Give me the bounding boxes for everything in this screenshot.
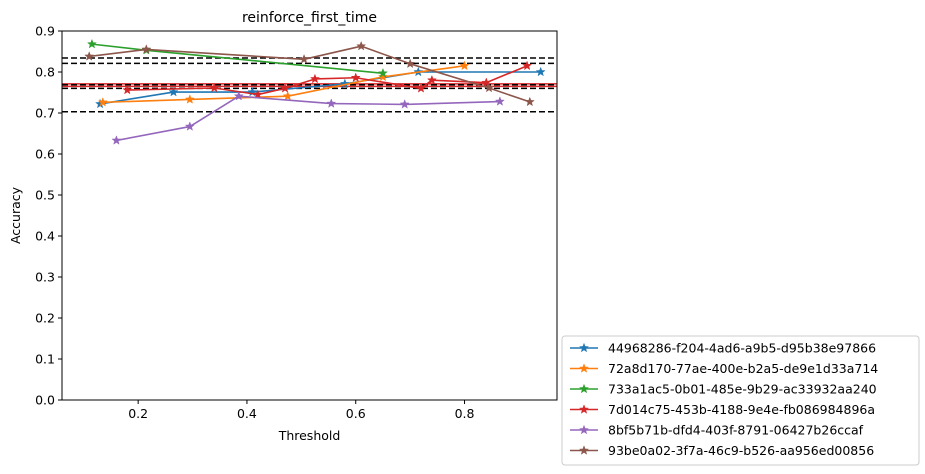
y-axis: 0.0 0.1 0.2 0.3 0.4 0.5 0.6 0.7 0.8 0.9: [35, 24, 62, 408]
legend-star-marker: [578, 383, 590, 394]
data-point-star: [459, 60, 470, 71]
data-point-star: [494, 96, 505, 106]
data-point-star: [252, 89, 263, 99]
legend-star-marker: [578, 363, 590, 373]
x-tick-label: 0.4: [237, 406, 257, 421]
legend-label: 72a8d170-77ae-400e-b2a5-de9e1d33a714: [608, 361, 878, 376]
legend: 44968286-f204-4ad6-a9b5-d95b38e97866 72a8…: [561, 335, 920, 466]
data-point-star: [209, 82, 220, 93]
x-tick-label: 0.2: [128, 406, 148, 421]
legend-item: 93be0a02-3f7a-46c9-b526-aa956ed00856: [570, 443, 874, 458]
legend-item: 72a8d170-77ae-400e-b2a5-de9e1d33a714: [570, 361, 878, 376]
y-tick-label: 0.2: [35, 311, 55, 326]
data-point-star: [524, 96, 535, 107]
data-point-star: [377, 71, 389, 82]
data-point-star: [483, 82, 495, 93]
data-point-star: [111, 135, 122, 145]
data-point-star: [184, 121, 195, 131]
data-point-star: [415, 83, 427, 93]
data-point-star: [522, 60, 533, 71]
data-point-star: [168, 86, 179, 97]
series: [111, 90, 505, 145]
y-tick-label: 0.1: [35, 352, 55, 367]
data-point-star: [282, 90, 293, 101]
plot-area-frame: [61, 30, 558, 401]
data-point-star: [399, 99, 410, 109]
legend-box: [561, 335, 920, 466]
data-point-star: [233, 90, 244, 101]
y-axis-label: Accuracy: [8, 186, 23, 244]
y-tick-label: 0.4: [35, 229, 55, 244]
series-line: [127, 65, 528, 96]
data-point-star: [298, 53, 310, 64]
data-point-star: [279, 83, 291, 93]
series: [97, 60, 470, 107]
legend-label: 44968286-f204-4ad6-a9b5-d95b38e97866: [608, 341, 876, 356]
data-point-star: [356, 40, 367, 51]
series-line: [116, 95, 500, 142]
y-tick-label: 0.3: [35, 270, 55, 285]
data-point-star: [405, 58, 416, 69]
data-point-star: [122, 84, 133, 95]
legend-label: 8bf5b71b-dfd4-403f-8791-06427b26ccaf: [608, 423, 864, 438]
series-layer: [84, 38, 546, 145]
data-point-star: [309, 73, 321, 84]
x-tick-label: 0.6: [346, 406, 366, 421]
y-tick-label: 0.0: [35, 393, 55, 408]
data-point-star: [377, 67, 389, 78]
y-tick-label: 0.6: [35, 147, 55, 162]
data-point-star: [350, 72, 361, 83]
data-point-star: [97, 97, 108, 107]
y-tick-label: 0.5: [35, 188, 55, 203]
chart-title: reinforce_first_time: [242, 10, 377, 26]
data-point-star: [86, 38, 97, 49]
legend-label: 7d014c75-453b-4188-9e4e-fb086984896a: [608, 402, 875, 417]
x-tick-label: 0.8: [455, 406, 475, 421]
legend-label: 733a1ac5-0b01-485e-9b29-ac33932aa240: [608, 382, 877, 397]
x-axis-label: Threshold: [278, 428, 341, 443]
legend-label: 93be0a02-3f7a-46c9-b526-aa956ed00856: [608, 443, 874, 458]
legend-item: 44968286-f204-4ad6-a9b5-d95b38e97866: [570, 341, 876, 356]
series-line: [89, 45, 531, 103]
data-point-star: [184, 94, 195, 104]
legend-item: 733a1ac5-0b01-485e-9b29-ac33932aa240: [570, 382, 877, 397]
x-axis: 0.2 0.4 0.6 0.8: [128, 400, 475, 421]
y-tick-label: 0.9: [35, 24, 55, 39]
data-point-star: [326, 98, 337, 108]
data-point-star: [426, 74, 437, 85]
series: [84, 40, 535, 107]
legend-item: 7d014c75-453b-4188-9e4e-fb086984896a: [570, 402, 875, 417]
y-tick-label: 0.8: [35, 65, 55, 80]
y-tick-label: 0.7: [35, 106, 55, 121]
data-point-star: [481, 77, 492, 87]
data-point-star: [339, 78, 350, 89]
data-point-star: [141, 44, 152, 54]
legend-star-marker: [578, 404, 590, 414]
legend-star-marker: [578, 424, 590, 435]
data-point-star: [535, 66, 546, 77]
legend-item: 8bf5b71b-dfd4-403f-8791-06427b26ccaf: [570, 423, 864, 438]
legend-star-marker: [578, 342, 590, 353]
series: [122, 60, 533, 99]
legend-star-marker: [578, 445, 590, 455]
data-point-star: [84, 51, 95, 61]
